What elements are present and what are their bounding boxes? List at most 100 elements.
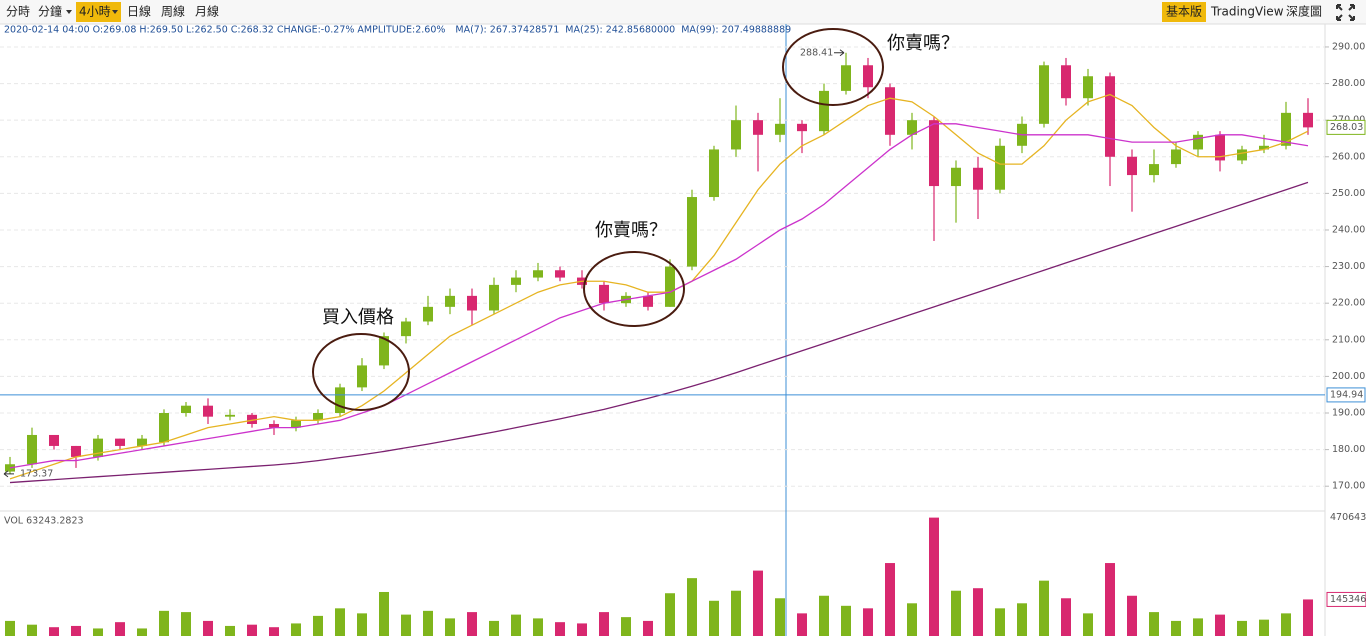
tab[interactable]: 深度圖 xyxy=(1286,4,1322,19)
candle-body xyxy=(1105,76,1115,157)
volume-bar xyxy=(423,610,433,636)
volume-bar xyxy=(665,593,675,636)
candle-body xyxy=(247,414,257,424)
volume-bar xyxy=(93,628,103,636)
candle-body xyxy=(489,284,499,311)
y-tick-label: 180.00 xyxy=(1332,444,1365,455)
volume-bar xyxy=(973,588,983,636)
y-tick-label: 220.00 xyxy=(1332,298,1365,309)
volume-bar xyxy=(885,563,895,636)
candle-body xyxy=(1127,156,1137,176)
candle-body xyxy=(599,284,609,304)
tab[interactable]: 周線 xyxy=(161,4,185,19)
min-marker: 173.37 xyxy=(20,468,53,479)
candle-body xyxy=(379,336,389,366)
candle-body xyxy=(1171,149,1181,165)
volume-bar xyxy=(643,620,653,636)
max-marker: 288.41 xyxy=(800,47,833,58)
tab[interactable]: 月線 xyxy=(195,4,219,19)
candle-body xyxy=(1083,76,1093,99)
tab[interactable]: 基本版 xyxy=(1166,5,1202,19)
volume-tick-label: 470643.50 xyxy=(1330,512,1366,523)
candle-body xyxy=(1259,145,1269,150)
legend-entry: MA(25): 242.85680000 xyxy=(565,25,675,36)
volume-bar xyxy=(335,608,345,636)
candle-body xyxy=(555,270,565,278)
price-tag-label: 194.94 xyxy=(1330,389,1363,400)
ma-line xyxy=(9,123,1309,469)
candle-body xyxy=(995,145,1005,190)
volume-bar xyxy=(1105,563,1115,636)
candle-body xyxy=(467,295,477,311)
tab[interactable]: TradingView xyxy=(1210,5,1284,19)
volume-bar xyxy=(489,620,499,636)
candle-body xyxy=(1061,65,1071,99)
volume-bar xyxy=(1149,612,1159,636)
price-tag xyxy=(1326,387,1366,403)
volume-tag xyxy=(1326,591,1366,607)
circle xyxy=(312,333,410,411)
candle-body xyxy=(137,438,147,446)
price-tag-label: 268.03 xyxy=(1330,122,1363,133)
legend-entry: MA(99): 207.49888889 xyxy=(681,25,791,36)
volume-bar xyxy=(533,618,543,636)
candle-body xyxy=(1215,134,1225,161)
volume-bar xyxy=(951,590,961,636)
candle-body xyxy=(863,65,873,88)
volume-bar xyxy=(5,620,15,636)
volume-bar xyxy=(1061,598,1071,636)
volume-bar xyxy=(401,614,411,636)
volume-bar xyxy=(49,627,59,636)
volume-bar xyxy=(621,617,631,636)
y-tick-label: 190.00 xyxy=(1332,408,1365,419)
candle-body xyxy=(181,405,191,413)
volume-bar xyxy=(1215,614,1225,636)
tab[interactable]: 分時 xyxy=(6,5,30,19)
y-tick-label: 260.00 xyxy=(1332,151,1365,162)
volume-bar xyxy=(203,620,213,636)
candle-body xyxy=(665,266,675,307)
tab[interactable]: 分鐘 xyxy=(38,4,62,19)
volume-bar xyxy=(511,614,521,636)
y-tick-label: 170.00 xyxy=(1332,481,1365,492)
annotation: 買入價格 xyxy=(322,307,394,328)
volume-bar xyxy=(225,625,235,636)
volume-bar xyxy=(1259,619,1269,636)
volume-bar xyxy=(1193,618,1203,636)
candle-body xyxy=(1237,149,1247,161)
volume-bar xyxy=(1303,599,1313,636)
price-tag xyxy=(1326,119,1366,135)
candle-body xyxy=(423,306,433,322)
fullscreen-icon[interactable] xyxy=(1336,4,1355,21)
volume-bar xyxy=(1083,613,1093,636)
volume-bar xyxy=(357,613,367,636)
volume-bar xyxy=(1237,620,1247,636)
volume-bar xyxy=(995,608,1005,636)
active-tab xyxy=(76,2,121,22)
volume-bar xyxy=(159,610,169,636)
candle-body xyxy=(819,90,829,132)
y-tick-label: 290.00 xyxy=(1332,41,1365,52)
volume-bar xyxy=(445,618,455,636)
volume-bar xyxy=(1039,580,1049,636)
ma-line xyxy=(9,93,1309,480)
candle-body xyxy=(775,123,785,135)
tab[interactable]: 4小時 xyxy=(79,5,111,19)
candle-body xyxy=(203,405,213,417)
candle-body xyxy=(401,321,411,337)
candle-body xyxy=(973,167,983,190)
candle-body xyxy=(511,277,521,285)
toolbar xyxy=(0,0,1366,24)
candle-body xyxy=(1281,112,1291,146)
candle-body xyxy=(93,438,103,457)
volume-bar xyxy=(863,608,873,636)
tab[interactable]: 日線 xyxy=(127,4,151,19)
volume-bar xyxy=(577,623,587,636)
volume-bar xyxy=(555,622,565,636)
y-tick-label: 210.00 xyxy=(1332,334,1365,345)
annotation: 你賣嗎？ xyxy=(595,220,667,241)
volume-bar xyxy=(137,628,147,636)
active-tab xyxy=(1162,2,1206,22)
candle-body xyxy=(225,414,235,417)
